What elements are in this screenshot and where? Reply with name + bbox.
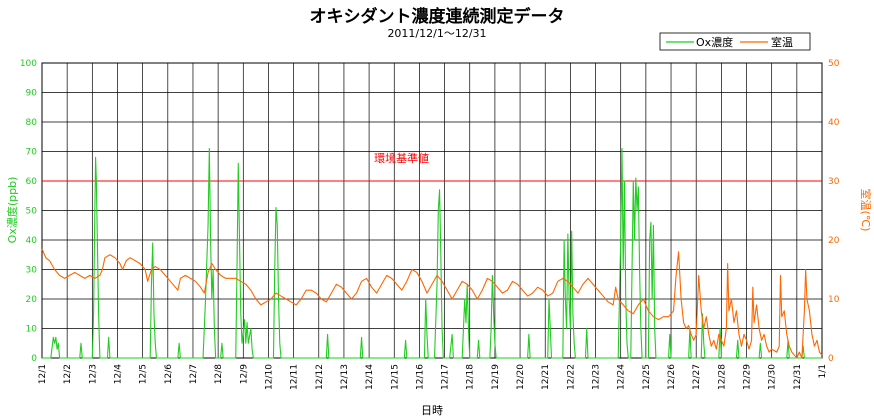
x-tick-label: 12/24 [617, 364, 627, 390]
x-tick-label: 12/4 [113, 364, 123, 384]
x-tick-label: 12/25 [642, 364, 652, 390]
right-axis-label: 室温(℃) [859, 189, 873, 232]
x-tick-label: 12/22 [566, 364, 576, 390]
x-tick-label: 12/5 [139, 364, 149, 384]
x-tick-label: 12/12 [315, 364, 325, 390]
series-layer [41, 148, 823, 359]
x-tick-label: 12/6 [164, 364, 174, 384]
x-tick-label: 12/2 [63, 364, 73, 384]
x-tick-label: 12/30 [768, 364, 778, 390]
reference-line-label: 環境基準値 [374, 151, 429, 165]
left-tick-label: 100 [20, 59, 37, 69]
left-tick-label: 10 [26, 325, 38, 335]
right-axis-ticks: 0 10 20 30 40 50 [828, 59, 840, 364]
legend: Ox濃度 室温 [659, 32, 811, 51]
x-tick-label: 12/21 [541, 364, 551, 390]
left-axis-ticks: 0 10 20 30 40 50 60 70 80 90 100 [20, 59, 37, 364]
x-tick-label: 12/17 [441, 364, 451, 390]
right-tick-label: 0 [828, 354, 834, 364]
x-tick-label: 12/11 [290, 364, 300, 390]
x-tick-label: 12/18 [466, 364, 476, 390]
x-tick-label: 1/1 [818, 364, 828, 378]
x-tick-label: 12/16 [415, 364, 425, 390]
right-tick-label: 50 [828, 59, 840, 69]
x-tick-label: 12/8 [214, 364, 224, 384]
left-tick-label: 40 [26, 236, 38, 246]
x-tick-label: 12/1 [38, 364, 48, 384]
x-tick-label: 12/10 [264, 364, 274, 390]
x-tick-label: 12/31 [793, 364, 803, 390]
series-line-temp [41, 248, 823, 359]
left-tick-label: 80 [26, 118, 38, 128]
chart-subtitle: 2011/12/1～12/31 [387, 27, 486, 40]
right-tick-label: 40 [828, 118, 840, 128]
x-tick-label: 12/29 [743, 364, 753, 390]
left-tick-label: 30 [26, 266, 38, 276]
x-tick-label: 12/7 [189, 364, 199, 384]
x-tick-label: 12/13 [340, 364, 350, 390]
left-tick-label: 20 [26, 295, 38, 305]
x-tick-label: 12/15 [390, 364, 400, 390]
x-tick-label: 12/28 [717, 364, 727, 390]
x-tick-label: 12/26 [667, 364, 677, 390]
right-tick-label: 30 [828, 177, 840, 187]
left-tick-label: 50 [26, 207, 38, 217]
x-tick-label: 12/14 [365, 364, 375, 390]
x-tick-label: 12/9 [239, 364, 249, 384]
legend-label-ox: Ox濃度 [696, 35, 733, 49]
right-tick-label: 20 [828, 236, 840, 246]
legend-box [659, 32, 811, 51]
left-tick-label: 90 [26, 89, 38, 99]
x-axis-ticks: 12/1 12/2 12/3 12/4 12/5 12/6 12/7 12/8 12/9 12/1… [38, 364, 828, 390]
chart-title: オキシダント濃度連続測定データ [310, 6, 565, 27]
left-tick-label: 70 [26, 148, 38, 158]
reference-line: 環境基準値 [42, 151, 822, 182]
series-line-ox [42, 148, 822, 359]
x-tick-label: 12/3 [88, 364, 98, 384]
left-tick-label: 60 [26, 177, 38, 187]
grid-lines [42, 63, 822, 358]
x-tick-label: 12/23 [592, 364, 602, 390]
x-tick-label: 12/27 [692, 364, 702, 390]
x-tick-label: 12/19 [491, 364, 501, 390]
x-axis-label: 日時 [421, 404, 443, 417]
left-axis-label: Ox濃度(ppb) [5, 177, 19, 244]
legend-label-temp: 室温 [771, 35, 793, 49]
x-tick-label: 12/20 [516, 364, 526, 390]
left-tick-label: 0 [31, 354, 37, 364]
right-tick-label: 10 [828, 295, 840, 305]
